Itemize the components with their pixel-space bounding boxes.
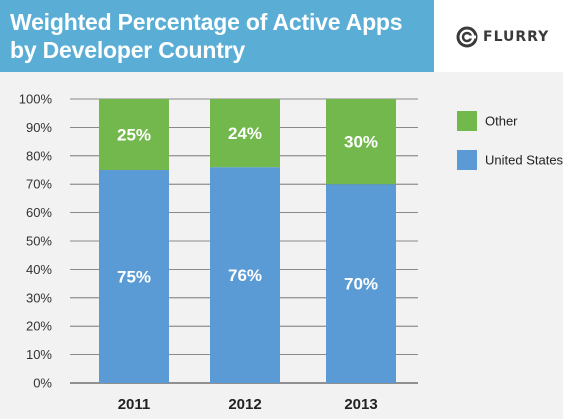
y-axis-ticks: 0% 10% 20% 30% 40% 50% 60% 70% 80% 90% 100% <box>19 92 53 391</box>
legend-swatch <box>457 150 477 170</box>
legend-swatch <box>457 111 477 131</box>
flurry-logo: FLURRY <box>456 26 549 48</box>
y-tick-label: 100% <box>19 92 53 107</box>
chart-title: Weighted Percentage of Active Apps by De… <box>10 8 430 64</box>
y-tick-label: 80% <box>26 148 52 163</box>
data-label: 30% <box>344 133 378 152</box>
chart-header: Weighted Percentage of Active Apps by De… <box>0 0 563 72</box>
chart-title-line-2: by Developer Country <box>10 37 245 63</box>
y-tick-label: 0% <box>33 376 52 391</box>
bar-united-states-2012 <box>210 167 280 383</box>
y-tick-label: 60% <box>26 205 52 220</box>
x-tick-label: 2011 <box>118 396 151 413</box>
legend-label: United States <box>485 153 563 168</box>
y-tick-label: 70% <box>26 177 52 192</box>
flurry-logo-icon <box>456 26 478 48</box>
x-axis-ticks: 2011 2012 2013 <box>118 396 378 413</box>
chart-title-line-1: Weighted Percentage of Active Apps <box>10 9 403 35</box>
legend-label: Other <box>485 114 518 129</box>
data-label: 75% <box>117 268 151 287</box>
data-labels: 75% 25% 76% 24% 70% 30% <box>117 124 378 294</box>
data-label: 70% <box>344 275 378 294</box>
y-tick-label: 90% <box>26 120 52 135</box>
x-tick-label: 2012 <box>228 396 261 413</box>
bar-other-2012 <box>210 99 280 168</box>
bar-other-2011 <box>99 99 169 170</box>
data-label: 76% <box>228 266 262 285</box>
bars <box>99 99 396 383</box>
x-tick-label: 2013 <box>344 396 377 413</box>
y-tick-label: 50% <box>26 234 52 249</box>
y-tick-label: 10% <box>26 347 52 362</box>
y-tick-label: 30% <box>26 290 52 305</box>
flurry-logo-text: FLURRY <box>483 29 550 45</box>
stacked-bar-chart: 0% 10% 20% 30% 40% 50% 60% 70% 80% 90% 100% 75% 25%… <box>19 92 563 414</box>
logo-box: FLURRY <box>434 0 563 72</box>
legend: Other United States <box>457 111 563 170</box>
y-tick-label: 20% <box>26 319 52 334</box>
y-tick-label: 40% <box>26 262 52 277</box>
data-label: 25% <box>117 126 151 145</box>
data-label: 24% <box>228 124 262 143</box>
bar-other-2013 <box>326 99 396 185</box>
bar-united-states-2011 <box>99 170 169 383</box>
bar-united-states-2013 <box>326 184 396 383</box>
